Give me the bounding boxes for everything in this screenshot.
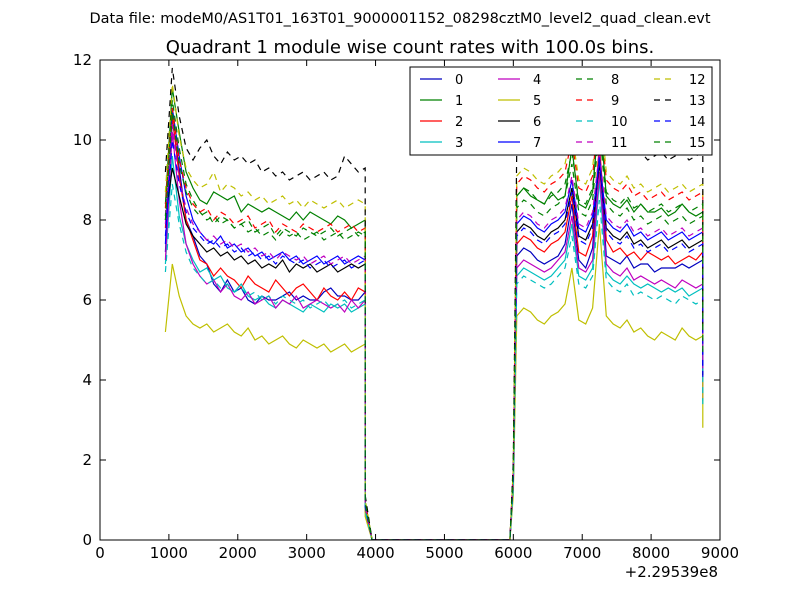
series-line-9 — [164, 103, 704, 540]
legend-label-12: 12 — [689, 73, 706, 88]
x-tick-label: 4000 — [356, 544, 394, 562]
series-line-11 — [164, 123, 704, 540]
legend-label-8: 8 — [611, 73, 619, 88]
series-line-3 — [164, 155, 704, 540]
series-line-7 — [164, 107, 704, 540]
legend-label-7: 7 — [533, 136, 541, 151]
legend-label-4: 4 — [533, 73, 541, 88]
legend-label-13: 13 — [689, 94, 706, 109]
y-tick-label: 0 — [82, 531, 92, 549]
x-tick-label: 6000 — [494, 544, 532, 562]
y-tick-label: 12 — [73, 51, 92, 69]
series-line-1 — [164, 87, 704, 540]
y-tick-label: 10 — [73, 131, 92, 149]
x-tick-label: 2000 — [219, 544, 257, 562]
y-tick-label: 8 — [82, 211, 92, 229]
legend-label-3: 3 — [455, 136, 463, 151]
x-tick-label: 1000 — [150, 544, 188, 562]
series-line-2 — [164, 115, 704, 540]
figure-suptitle: Data file: modeM0/AS1T01_163T01_90000011… — [89, 11, 710, 27]
x-tick-label: 9000 — [701, 544, 739, 562]
legend-label-10: 10 — [611, 115, 628, 130]
x-tick-label: 7000 — [563, 544, 601, 562]
legend-label-6: 6 — [533, 115, 541, 130]
legend-label-0: 0 — [455, 73, 463, 88]
x-tick-label: 5000 — [425, 544, 463, 562]
chart-title: Quadrant 1 module wise count rates with … — [166, 37, 655, 58]
x-tick-label: 0 — [95, 544, 105, 562]
series-line-6 — [164, 163, 704, 540]
y-tick-label: 6 — [82, 291, 92, 309]
legend-label-2: 2 — [455, 115, 463, 130]
legend-label-1: 1 — [455, 94, 463, 109]
series-line-4 — [164, 131, 704, 540]
series-line-10 — [164, 183, 704, 540]
x-tick-label: 3000 — [288, 544, 326, 562]
series-line-5 — [164, 223, 704, 540]
series-line-14 — [164, 139, 704, 540]
legend-label-11: 11 — [611, 136, 628, 151]
x-axis-offset-label: +2.29539e8 — [625, 563, 718, 581]
legend-label-5: 5 — [533, 94, 541, 109]
y-tick-label: 2 — [82, 451, 92, 469]
legend-label-14: 14 — [689, 115, 706, 130]
legend-label-15: 15 — [689, 136, 706, 151]
y-tick-label: 4 — [82, 371, 92, 389]
x-tick-label: 8000 — [632, 544, 670, 562]
legend-box — [409, 66, 713, 156]
legend-label-9: 9 — [611, 94, 619, 109]
axis-ticks: 0 1000 2000 3000 4000 5000 6000 7000 8000 9000 0 2 4… — [73, 51, 739, 562]
